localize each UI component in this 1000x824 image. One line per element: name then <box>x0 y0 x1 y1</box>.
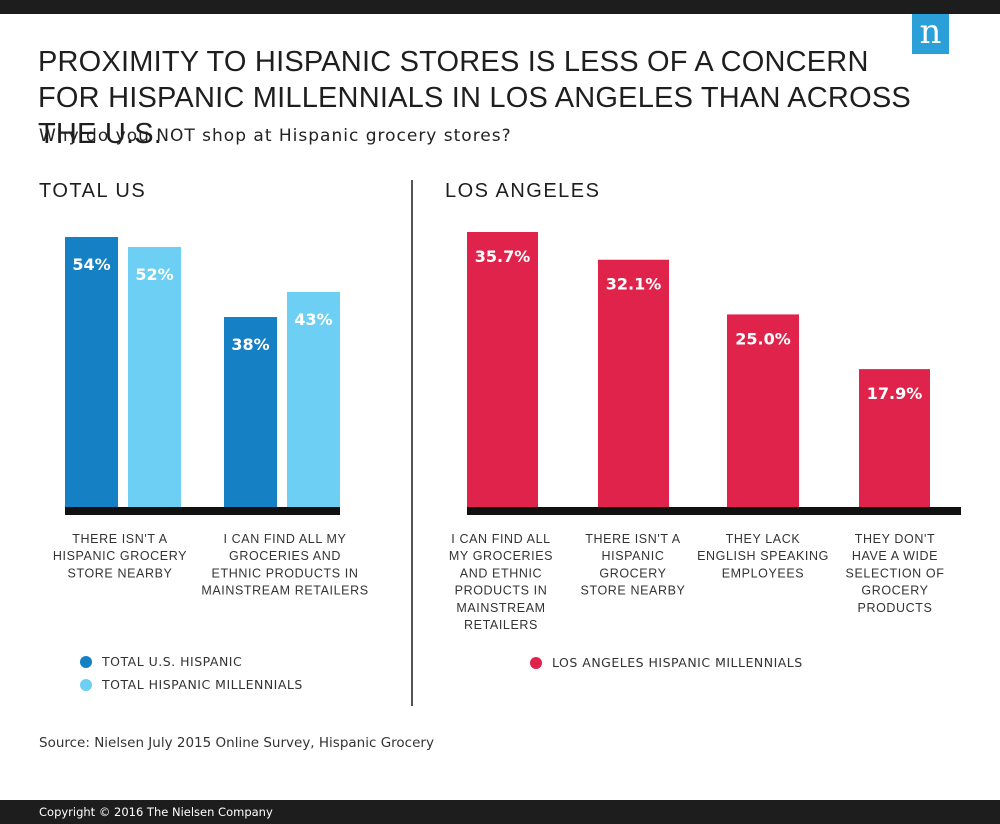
legend-item-total-hispanic-millennials: TOTAL HISPANIC MILLENNIALS <box>80 677 303 692</box>
chart-subtitle: Why do you NOT shop at Hispanic grocery … <box>39 126 512 146</box>
copyright-text: Copyright © 2016 The Nielsen Company <box>39 805 273 819</box>
legend-label: LOS ANGELES HISPANIC MILLENNIALS <box>552 655 803 670</box>
bar-charts: 54% 38% 52% 43% THERE ISN'T A HISPANIC GROCER… <box>53 232 961 632</box>
panel-divider <box>411 180 413 706</box>
footer-bar: Copyright © 2016 The Nielsen Company <box>0 800 1000 824</box>
source-note: Source: Nielsen July 2015 Online Survey,… <box>39 735 434 751</box>
x-axis-baseline <box>467 507 961 515</box>
category-label: THERE ISN'T A HISPANIC GROCERY STORE NEARBY <box>581 532 686 598</box>
legend-item-la-hispanic-millennials: LOS ANGELES HISPANIC MILLENNIALS <box>530 655 803 670</box>
category-label: THEY LACK ENGLISH SPEAKING EMPLOYEES <box>697 532 829 580</box>
panel-title-los-angeles: LOS ANGELES <box>445 180 601 202</box>
bar <box>224 317 277 507</box>
legend-swatch <box>530 656 542 669</box>
bar <box>467 232 538 507</box>
data-label: 54% <box>72 255 110 274</box>
panel-title-total-us: TOTAL US <box>39 180 147 202</box>
bar <box>65 237 118 507</box>
data-label: 32.1% <box>606 275 662 294</box>
legend-item-total-us-hispanic: TOTAL U.S. HISPANIC <box>80 654 242 669</box>
bar <box>859 369 930 507</box>
bar <box>128 247 181 507</box>
legend-swatch <box>80 655 92 668</box>
legend-label: TOTAL HISPANIC MILLENNIALS <box>102 677 303 692</box>
legend-label: TOTAL U.S. HISPANIC <box>102 654 243 669</box>
category-label: THEY DON'T HAVE A WIDE SELECTION OF GROCERY… <box>846 532 945 615</box>
data-label: 35.7% <box>475 247 531 266</box>
x-axis-baseline <box>65 507 340 515</box>
bar <box>287 292 340 507</box>
nielsen-logo-icon: n <box>912 14 949 54</box>
category-label: THERE ISN'T A HISPANIC GROCERY STORE NEARB… <box>53 532 187 580</box>
chart-title: PROXIMITY TO HISPANIC STORES IS LESS OF … <box>38 46 911 150</box>
top-bar <box>0 0 1000 14</box>
category-label: I CAN FIND ALL MY GROCERIES AND ETHNIC PRO… <box>201 532 368 598</box>
category-label: I CAN FIND ALL MY GROCERIES AND ETHNIC PROD… <box>449 532 553 632</box>
data-label: 17.9% <box>867 384 923 403</box>
bar <box>598 259 669 507</box>
bar <box>727 314 799 507</box>
data-label: 25.0% <box>735 329 791 348</box>
data-label: 52% <box>135 265 173 284</box>
data-label: 43% <box>294 310 332 329</box>
data-label: 38% <box>231 335 269 354</box>
legend-swatch <box>80 678 92 691</box>
